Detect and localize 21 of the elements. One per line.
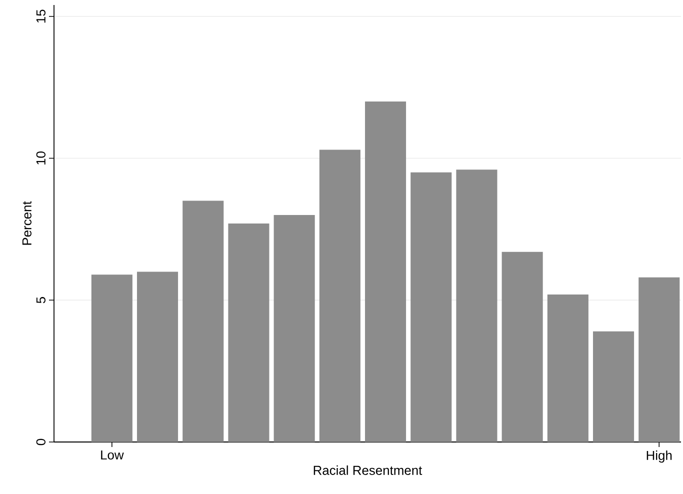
bar (91, 274, 132, 442)
bar (593, 331, 634, 442)
bar (274, 214, 315, 442)
y-tick-label: 15 (36, 10, 46, 23)
bar (456, 170, 498, 442)
y-tick-label: 0 (36, 438, 46, 446)
bar (410, 172, 452, 442)
x-tick-label: Low (101, 450, 124, 460)
x-axis-title: Racial Resentment (314, 465, 422, 475)
bar (319, 150, 360, 442)
bar (364, 101, 406, 442)
bar (182, 200, 224, 442)
y-axis-title: Percent (22, 201, 32, 245)
y-tick-label: 5 (36, 297, 46, 304)
y-tick-label: 10 (36, 152, 46, 164)
bar (638, 277, 680, 442)
x-tick-label: High (646, 450, 672, 463)
bar (502, 252, 543, 442)
bar (136, 272, 178, 442)
bar (547, 294, 588, 442)
bar (228, 223, 270, 442)
